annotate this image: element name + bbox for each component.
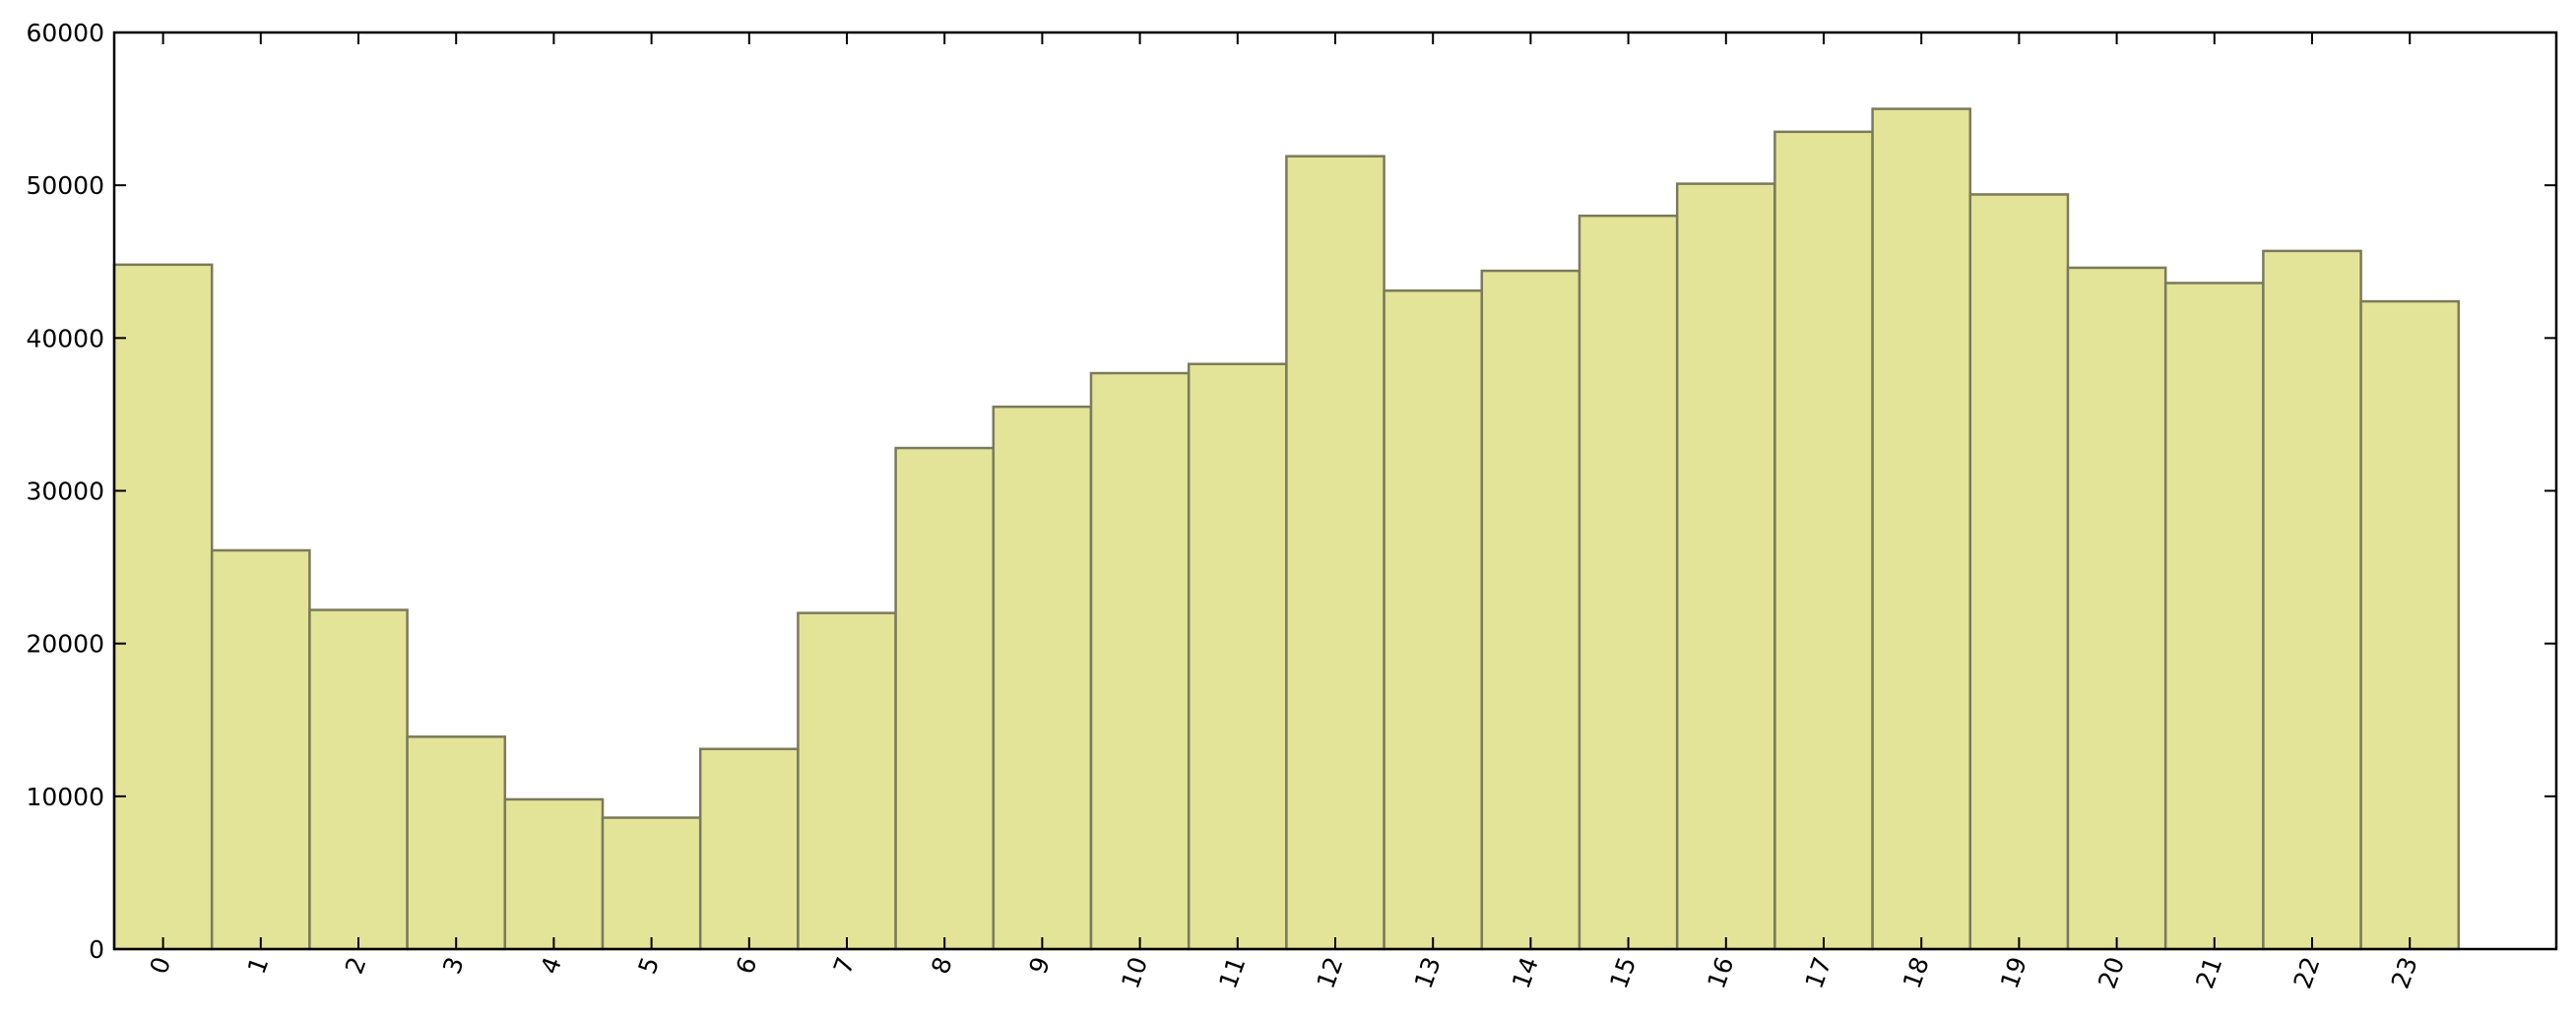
x-tick-label: 13: [1409, 953, 1447, 992]
x-tick-label: 15: [1604, 953, 1642, 992]
bar-15: [1578, 214, 1679, 951]
bar-19: [1968, 193, 2070, 951]
bar-22: [2262, 249, 2362, 951]
x-tick-label: 16: [1702, 953, 1739, 992]
x-tick-label: 18: [1898, 953, 1935, 992]
y-tick-label: 30000: [26, 477, 104, 506]
x-tick-label: 1: [242, 953, 275, 978]
bar-9: [992, 405, 1093, 951]
x-tick-label: 6: [731, 953, 763, 978]
bar-3: [406, 735, 507, 951]
x-tick-label: 8: [926, 953, 958, 978]
y-tick-label: 20000: [26, 630, 104, 659]
x-tick-label: 3: [437, 953, 470, 978]
x-tick-label: 22: [2288, 953, 2326, 992]
bar-7: [797, 611, 897, 951]
x-tick-label: 10: [1116, 953, 1153, 992]
x-tick-label: 2: [340, 953, 372, 978]
bar-11: [1187, 362, 1288, 951]
bar-10: [1089, 371, 1191, 951]
bar-23: [2359, 299, 2461, 951]
y-tick-label: 60000: [26, 19, 104, 47]
x-tick-label: 12: [1312, 953, 1349, 992]
x-tick-label: 23: [2386, 953, 2423, 992]
x-tick-label: 0: [145, 953, 177, 978]
bar-5: [601, 816, 702, 951]
bar-20: [2066, 266, 2167, 951]
bar-6: [698, 747, 800, 951]
bar-12: [1285, 155, 1385, 951]
bar-4: [503, 797, 605, 951]
bar-2: [308, 608, 409, 951]
bar-0: [112, 263, 214, 951]
bar-14: [1480, 269, 1581, 951]
x-tick-label: 7: [828, 953, 861, 978]
x-tick-label: 14: [1507, 953, 1544, 992]
bar-17: [1773, 130, 1874, 951]
bar-1: [210, 548, 311, 951]
bar-16: [1675, 182, 1776, 951]
x-tick-label: 11: [1213, 953, 1251, 992]
x-tick-label: 19: [1995, 953, 2032, 992]
x-tick-label: 21: [2190, 953, 2227, 992]
axes-frame: [112, 31, 2558, 951]
bars-group: [112, 107, 2461, 951]
x-tick-label: 20: [2093, 953, 2130, 992]
x-tick-label: 9: [1023, 953, 1056, 978]
bar-18: [1871, 107, 1972, 951]
y-tick-label: 10000: [26, 783, 104, 811]
x-tick-label: 5: [633, 953, 666, 978]
bar-13: [1383, 288, 1484, 951]
bar-21: [2163, 282, 2265, 951]
x-tick-label: 17: [1800, 953, 1837, 992]
y-tick-label: 0: [89, 935, 104, 964]
y-tick-label: 40000: [26, 324, 104, 352]
x-tick-label: 4: [535, 953, 567, 978]
y-tick-label: 50000: [26, 171, 104, 200]
bar-8: [894, 446, 996, 951]
y-axis: 0 10000 20000 30000 40000 50000 60000: [26, 19, 2556, 964]
